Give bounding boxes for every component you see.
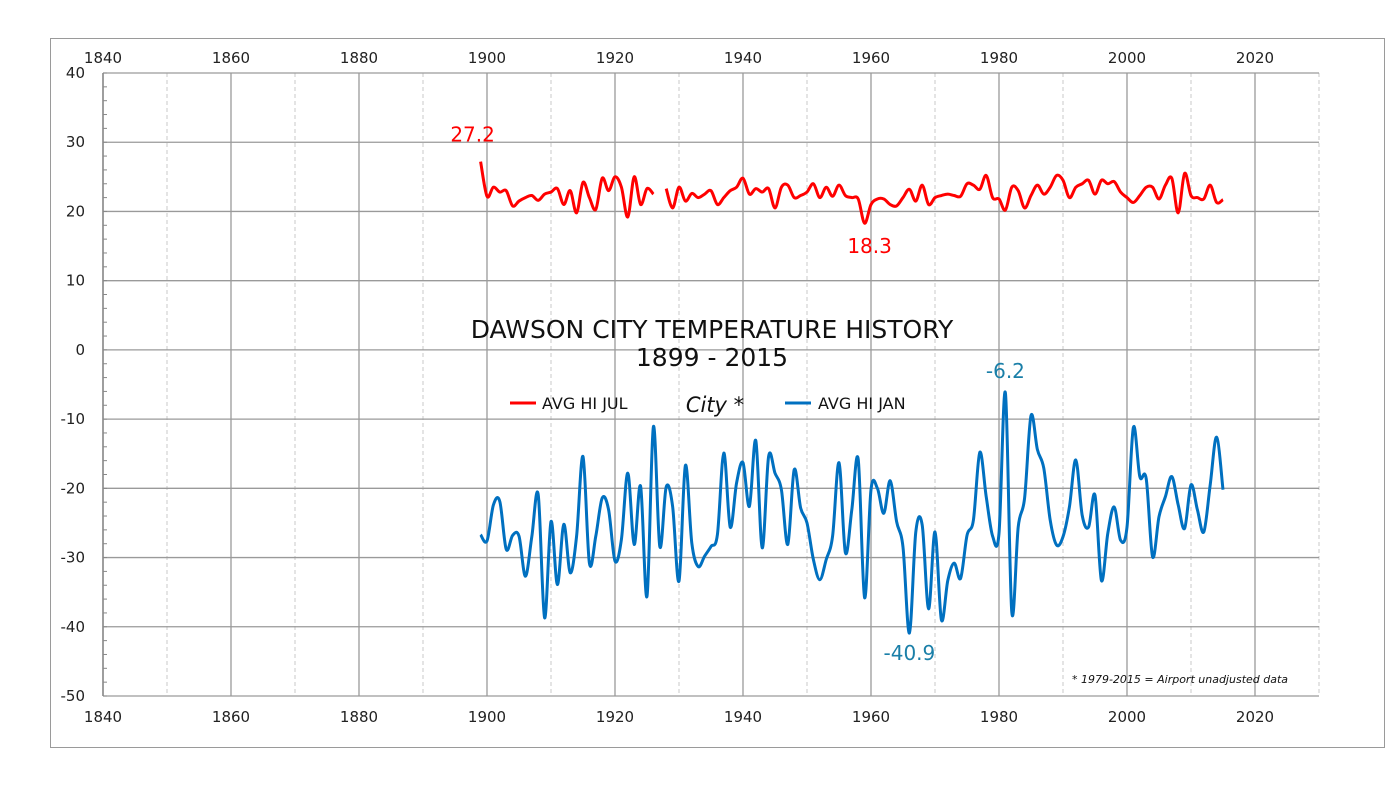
x-tick-label-top: 1920 — [596, 49, 634, 67]
x-tick-label-bottom: 2020 — [1236, 708, 1274, 726]
y-tick-label: -30 — [61, 549, 86, 567]
chart-title: DAWSON CITY TEMPERATURE HISTORY — [471, 315, 954, 344]
x-tick-label-top: 1940 — [724, 49, 762, 67]
data-label: -40.9 — [884, 641, 936, 665]
legend-label-jan: AVG HI JAN — [818, 394, 906, 413]
series-line-jul — [664, 171, 1224, 225]
grid — [102, 72, 1320, 697]
y-tick-label: -50 — [61, 687, 86, 705]
x-tick-label-top: 1900 — [468, 49, 506, 67]
annotations: 27.2 18.3 -6.2 -40.9 — [450, 123, 1025, 665]
footnote: * 1979-2015 = Airport unadjusted data — [1072, 673, 1288, 686]
chart-frame — [50, 38, 1385, 748]
data-label: 18.3 — [847, 234, 892, 258]
x-tick-label-bottom: 1920 — [596, 708, 634, 726]
chart-subtitle: 1899 - 2015 — [636, 343, 788, 372]
y-tick-label: 0 — [75, 341, 85, 359]
x-tick-label-top: 2000 — [1108, 49, 1146, 67]
data-label: 27.2 — [450, 123, 495, 147]
y-tick-label: 10 — [66, 272, 85, 290]
tick-labels: 40 30 20 10 0 -10 -20 -30 -40 -50 1840 1840 1860 1860… — [61, 49, 1275, 726]
x-tick-label-bottom: 1840 — [84, 708, 122, 726]
y-tick-label: -40 — [61, 618, 86, 636]
legend-note: City * — [686, 393, 744, 417]
x-tick-label-bottom: 2000 — [1108, 708, 1146, 726]
y-tick-label: 40 — [66, 64, 85, 82]
series-line-jan — [479, 390, 1225, 635]
y-tick-label: 30 — [66, 133, 85, 151]
x-tick-label-top: 1860 — [212, 49, 250, 67]
x-tick-label-bottom: 1860 — [212, 708, 250, 726]
x-tick-label-top: 1960 — [852, 49, 890, 67]
x-tick-label-bottom: 1900 — [468, 708, 506, 726]
x-tick-label-bottom: 1980 — [980, 708, 1018, 726]
x-tick-label-top: 1840 — [84, 49, 122, 67]
y-tick-label: -20 — [61, 479, 86, 497]
x-tick-label-top: 2020 — [1236, 49, 1274, 67]
data-label: -6.2 — [986, 359, 1025, 383]
x-tick-label-top: 1980 — [980, 49, 1018, 67]
legend-label-jul: AVG HI JUL — [542, 394, 628, 413]
y-tick-label: 20 — [66, 202, 85, 220]
x-tick-label-bottom: 1960 — [852, 708, 890, 726]
x-tick-label-top: 1880 — [340, 49, 378, 67]
x-tick-label-bottom: 1940 — [724, 708, 762, 726]
series-lines — [479, 161, 1225, 635]
y-tick-label: -10 — [61, 410, 86, 428]
x-tick-label-bottom: 1880 — [340, 708, 378, 726]
series-line-jul — [479, 161, 655, 219]
